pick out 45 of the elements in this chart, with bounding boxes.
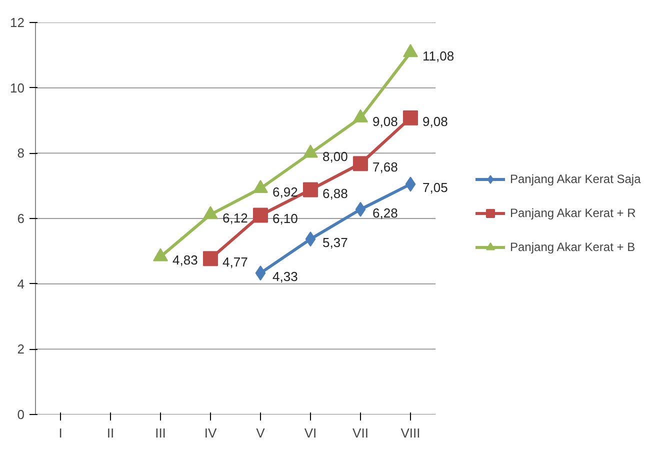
legend-label: Panjang Akar Kerat + R: [510, 206, 636, 220]
x-tick-label: VI: [304, 426, 317, 440]
point: [405, 176, 416, 192]
y-tick-label: 10: [10, 80, 25, 96]
point: [303, 182, 318, 198]
data-label: 7,68: [372, 160, 398, 175]
data-label: 11,08: [422, 48, 454, 64]
data-label: 6,10: [272, 211, 298, 226]
data-label: 8,00: [322, 149, 348, 164]
x-tick-label: I: [58, 426, 62, 440]
point: [403, 110, 418, 126]
y-tick-label: 0: [17, 407, 25, 422]
data-label: 7,05: [422, 180, 448, 196]
point: [353, 156, 368, 172]
point: [353, 109, 368, 122]
y-tick-label: 8: [17, 146, 25, 161]
point: [203, 251, 218, 266]
data-label: 4,83: [172, 252, 198, 268]
data-label: 4,33: [272, 269, 298, 284]
y-tick-label: 4: [17, 276, 25, 292]
data-label: 6,28: [372, 205, 398, 220]
data-label: 6,88: [322, 186, 348, 201]
data-label: 9,08: [422, 114, 448, 129]
data-label: 6,92: [272, 184, 298, 200]
point: [355, 202, 366, 217]
legend-label: Panjang Akar Kerat Saja: [510, 172, 641, 186]
point: [253, 208, 268, 223]
data-label: 9,08: [372, 114, 398, 129]
x-tick-label: II: [106, 426, 114, 440]
data-label: 6,12: [222, 210, 248, 226]
x-tick-label: VIII: [400, 426, 420, 440]
point: [305, 232, 316, 247]
x-tick-label: IV: [204, 426, 217, 440]
data-label: 4,77: [222, 254, 248, 270]
point: [303, 144, 318, 158]
point: [255, 266, 266, 281]
y-tick-label: 12: [10, 15, 25, 30]
point: [403, 44, 418, 58]
y-tick-label: 2: [17, 342, 25, 357]
data-label: 5,37: [322, 235, 348, 250]
x-tick-label: V: [256, 426, 266, 440]
x-tick-label: VII: [352, 426, 368, 440]
y-tick-label: 6: [17, 211, 25, 226]
x-tick-label: III: [155, 426, 166, 440]
legend-label: Panjang Akar Kerat + B: [510, 240, 636, 254]
